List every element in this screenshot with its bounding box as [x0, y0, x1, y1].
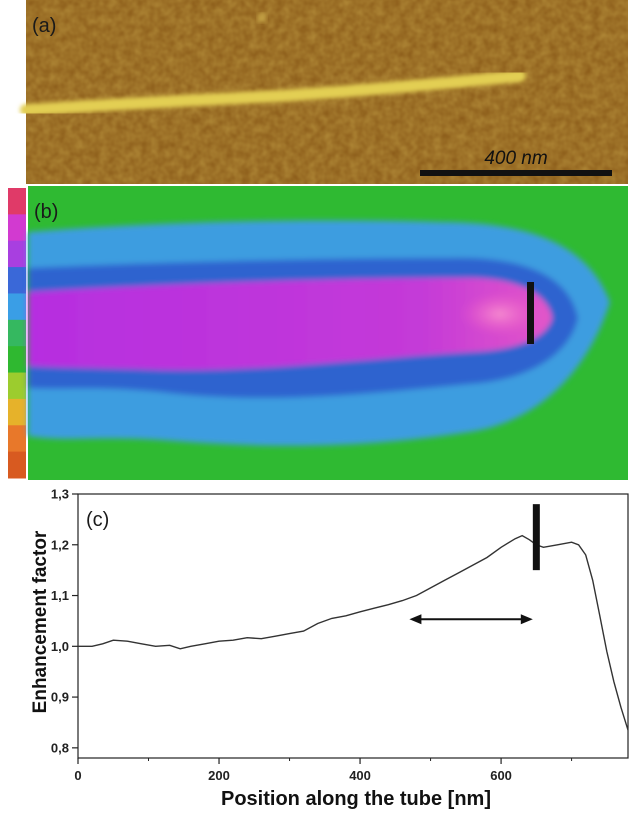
plot-frame [77, 493, 629, 759]
y-tick-label: 1,0 [51, 639, 69, 654]
panel-a: 400 nm (a) [20, 0, 628, 184]
scale-bar-label: 400 nm [484, 148, 547, 169]
range-arrow [409, 614, 533, 625]
x-tick-label: 0 [74, 768, 81, 783]
panel-b-label: (b) [34, 201, 58, 223]
panel-b: (b) [8, 186, 628, 480]
colorbar-segment [8, 425, 26, 453]
y-tick-label: 0,9 [51, 690, 69, 705]
colorbar-segment [8, 319, 26, 347]
x-axis-title: Position along the tube [nm] [221, 788, 491, 810]
y-tick-label: 0,8 [51, 740, 69, 755]
hot-spot [460, 292, 540, 336]
x-tick-label: 400 [349, 768, 371, 783]
afm-tube [20, 70, 526, 116]
afm-particle [257, 13, 267, 23]
colorbar-segment [8, 398, 26, 426]
y-axis-title: Enhancement factor [30, 530, 51, 713]
series-line [78, 534, 629, 731]
panel-c-label: (c) [86, 509, 109, 531]
arrow-head-right [520, 614, 533, 625]
enhancement-chart: 0 200 400 600 0,8 0,9 1,0 1,1 1,2 1,3 [51, 487, 629, 784]
core-region [28, 277, 552, 371]
panel-a-label: (a) [32, 15, 56, 37]
colorbar-segment [8, 240, 26, 268]
colorbar-segment [8, 451, 26, 479]
colorbar-segment [8, 293, 26, 321]
y-tick-label: 1,1 [51, 588, 69, 603]
axis-ticks [72, 493, 573, 764]
colorbar-segment [8, 372, 26, 400]
x-tick-label: 600 [490, 768, 512, 783]
x-tick-label: 200 [208, 768, 230, 783]
colorbar-segment [8, 188, 26, 215]
colorbar-segment [8, 346, 26, 374]
tip-marker [527, 282, 534, 344]
scale-bar [420, 170, 612, 176]
arrow-head-left [409, 614, 422, 625]
colorbar [8, 188, 26, 479]
panel-c: 0 200 400 600 0,8 0,9 1,0 1,1 1,2 1,3 (c) Enhance… [30, 487, 629, 810]
y-tick-label: 1,3 [51, 487, 69, 502]
y-tick-label: 1,2 [51, 537, 69, 552]
axis-tick-labels: 0 200 400 600 0,8 0,9 1,0 1,1 1,2 1,3 [51, 487, 512, 784]
peak-marker [532, 504, 540, 571]
colorbar-segment [8, 267, 26, 294]
colorbar-segment [8, 214, 26, 242]
